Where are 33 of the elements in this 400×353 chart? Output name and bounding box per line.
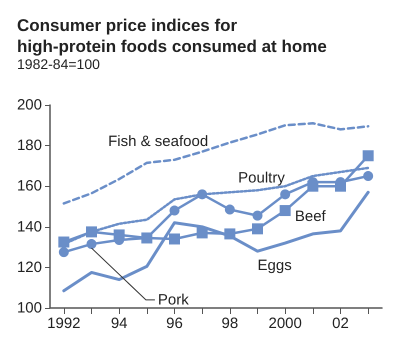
point — [170, 206, 180, 216]
chart-subtitle: 1982-84=100 — [17, 56, 100, 72]
x-tick-label: 02 — [332, 315, 349, 332]
point — [86, 239, 96, 250]
point — [224, 228, 236, 240]
point — [252, 210, 262, 221]
series-label: Eggs — [258, 256, 292, 274]
point — [363, 171, 374, 182]
point — [252, 223, 263, 234]
chart-title: Consumer price indices for high-protein foods consumed at home — [17, 16, 327, 56]
y-tick-label: 180 — [16, 137, 42, 154]
point — [58, 247, 69, 258]
point — [280, 205, 291, 216]
x-tick-label: 2000 — [268, 315, 302, 332]
point — [224, 204, 235, 215]
line-series — [62, 122, 370, 205]
text: Pork — [158, 291, 190, 308]
x-tick-label: 98 — [221, 315, 238, 332]
point — [280, 189, 290, 200]
y-tick-label: 200 — [16, 96, 42, 114]
series-label: Fish & seafood — [108, 133, 208, 150]
point — [196, 227, 208, 238]
point — [169, 233, 180, 244]
x-tick-label: 96 — [166, 315, 183, 332]
x-tick-label: 94 — [110, 315, 128, 332]
x-tick-label: 1992 — [47, 315, 81, 332]
y-tick-label: 120 — [16, 258, 42, 276]
y-tick-label: 100 — [16, 300, 42, 316]
point — [362, 150, 374, 162]
series-label: Beef — [294, 208, 327, 226]
y-tick-label: 160 — [16, 178, 42, 195]
series-label: Poultry — [238, 170, 286, 187]
y-tick-label: 140 — [16, 218, 42, 236]
